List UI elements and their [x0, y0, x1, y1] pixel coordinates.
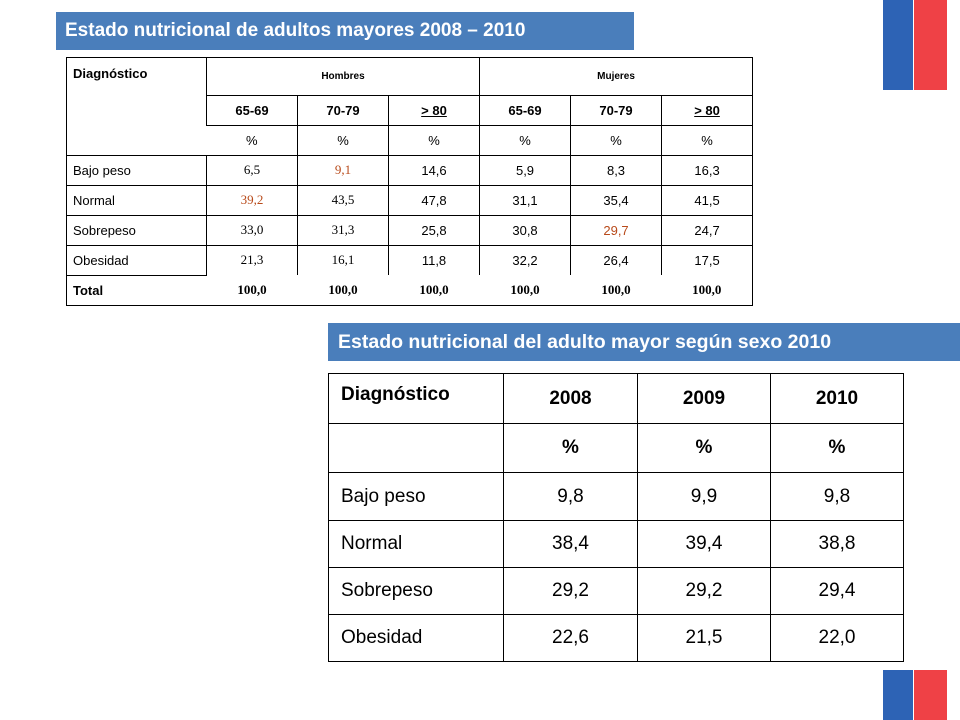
table-cell: 9,1: [297, 154, 389, 186]
table-cell: 32,2: [479, 244, 572, 275]
row-label: Bajo peso: [328, 472, 504, 521]
year-header: 2010: [770, 373, 904, 424]
year-header: 2008: [503, 373, 638, 424]
table-cell: 21,3: [206, 244, 298, 275]
group-header-men: Hombres: [205, 57, 481, 96]
unit-cell: %: [503, 423, 638, 473]
chile-flag-logo-bottom: [883, 670, 947, 720]
table-cell: 31,1: [479, 184, 572, 216]
table-cell: 30,8: [479, 214, 572, 246]
table-cell: 100,0: [388, 275, 480, 306]
diag-header-spacer: [328, 423, 504, 473]
table-cell: 8,3: [570, 154, 663, 186]
table-cell: 11,8: [387, 244, 481, 275]
table-cell: 29,4: [770, 567, 904, 615]
row-label: Total: [66, 274, 207, 306]
table-cell: 22,6: [503, 614, 638, 662]
age-header: 70-79: [297, 94, 389, 126]
table-cell: 39,4: [637, 520, 771, 568]
table-row: Normal 38,4 39,4 38,8: [328, 520, 904, 568]
table-row: Bajo peso 6,5 9,1 14,6 5,9 8,3 16,3: [66, 154, 754, 186]
year-header: 2009: [637, 373, 771, 424]
age-header: > 80: [387, 94, 481, 126]
table-cell: 9,8: [503, 472, 638, 521]
table-cell: 100,0: [570, 275, 662, 306]
table-cell: 31,3: [297, 214, 389, 246]
row-label: Obesidad: [328, 614, 504, 662]
table-cell: 100,0: [206, 275, 298, 306]
row-label: Bajo peso: [66, 154, 207, 186]
table-cell: 39,2: [206, 184, 298, 216]
table-cell: 25,8: [387, 214, 481, 246]
unit-cell: %: [637, 423, 771, 473]
age-header: 65-69: [206, 94, 298, 126]
row-label: Sobrepeso: [66, 214, 207, 246]
table-cell: 17,5: [661, 244, 754, 275]
table-row: Obesidad 21,3 16,1 11,8 32,2 26,4 17,5: [66, 244, 754, 276]
unit-cell: %: [661, 124, 754, 156]
unit-cell: %: [770, 423, 904, 473]
age-header: 70-79: [570, 94, 663, 126]
table-cell: 35,4: [570, 184, 663, 216]
table-cell: 100,0: [297, 275, 389, 306]
table-cell: 9,9: [637, 472, 771, 521]
table-cell: 5,9: [479, 154, 572, 186]
age-header: 65-69: [479, 94, 572, 126]
table-cell: 14,6: [387, 154, 481, 186]
table-cell: 100,0: [479, 275, 571, 306]
table-cell: 43,5: [297, 184, 389, 216]
nutrition-by-year-table: Diagnóstico 2008 2009 2010 % % % Bajo pe…: [328, 373, 904, 662]
table-cell: 22,0: [770, 614, 904, 662]
table-row: Normal 39,2 43,5 47,8 31,1 35,4 41,5: [66, 184, 754, 216]
table-cell: 29,7: [570, 214, 663, 246]
unit-cell: %: [297, 124, 389, 156]
table-row: Obesidad 22,6 21,5 22,0: [328, 614, 904, 662]
unit-row-spacer: [66, 125, 207, 156]
unit-cell: %: [206, 124, 298, 156]
diag-header-spacer: [66, 95, 207, 125]
unit-cell: %: [570, 124, 663, 156]
unit-cell: %: [479, 124, 572, 156]
age-header: > 80: [661, 94, 754, 126]
table-cell: 21,5: [637, 614, 771, 662]
table-cell: 38,4: [503, 520, 638, 568]
table-row-total: Total 100,0 100,0 100,0 100,0 100,0 100,…: [66, 274, 754, 306]
chile-flag-logo-top: [883, 0, 947, 90]
table-row: Bajo peso 9,8 9,9 9,8: [328, 472, 904, 521]
table-cell: 16,1: [297, 244, 389, 275]
table-cell: 33,0: [206, 214, 298, 246]
table1-title: Estado nutricional de adultos mayores 20…: [56, 12, 634, 50]
table-cell: 24,7: [661, 214, 754, 246]
diag-header: Diagnóstico: [66, 57, 207, 95]
diag-header: Diagnóstico: [328, 373, 504, 424]
table-cell: 29,2: [637, 567, 771, 615]
group-header-women: Mujeres: [479, 57, 754, 96]
table-cell: 47,8: [387, 184, 481, 216]
table-cell: 6,5: [206, 154, 298, 186]
row-label: Sobrepeso: [328, 567, 504, 615]
table-cell: 29,2: [503, 567, 638, 615]
nutrition-by-age-sex-table: Diagnóstico Hombres Mujeres 65-69 70-79 …: [66, 57, 754, 306]
table-cell: 38,8: [770, 520, 904, 568]
row-label: Normal: [66, 184, 207, 216]
table-row: Sobrepeso 33,0 31,3 25,8 30,8 29,7 24,7: [66, 214, 754, 246]
table-cell: 100,0: [661, 275, 754, 306]
table-row: Sobrepeso 29,2 29,2 29,4: [328, 567, 904, 615]
row-label: Normal: [328, 520, 504, 568]
unit-cell: %: [387, 124, 481, 156]
table-cell: 16,3: [661, 154, 754, 186]
table-cell: 41,5: [661, 184, 754, 216]
table-cell: 26,4: [570, 244, 663, 275]
table2-title: Estado nutricional del adulto mayor segú…: [328, 323, 960, 361]
table-cell: 9,8: [770, 472, 904, 521]
row-label: Obesidad: [66, 244, 207, 276]
